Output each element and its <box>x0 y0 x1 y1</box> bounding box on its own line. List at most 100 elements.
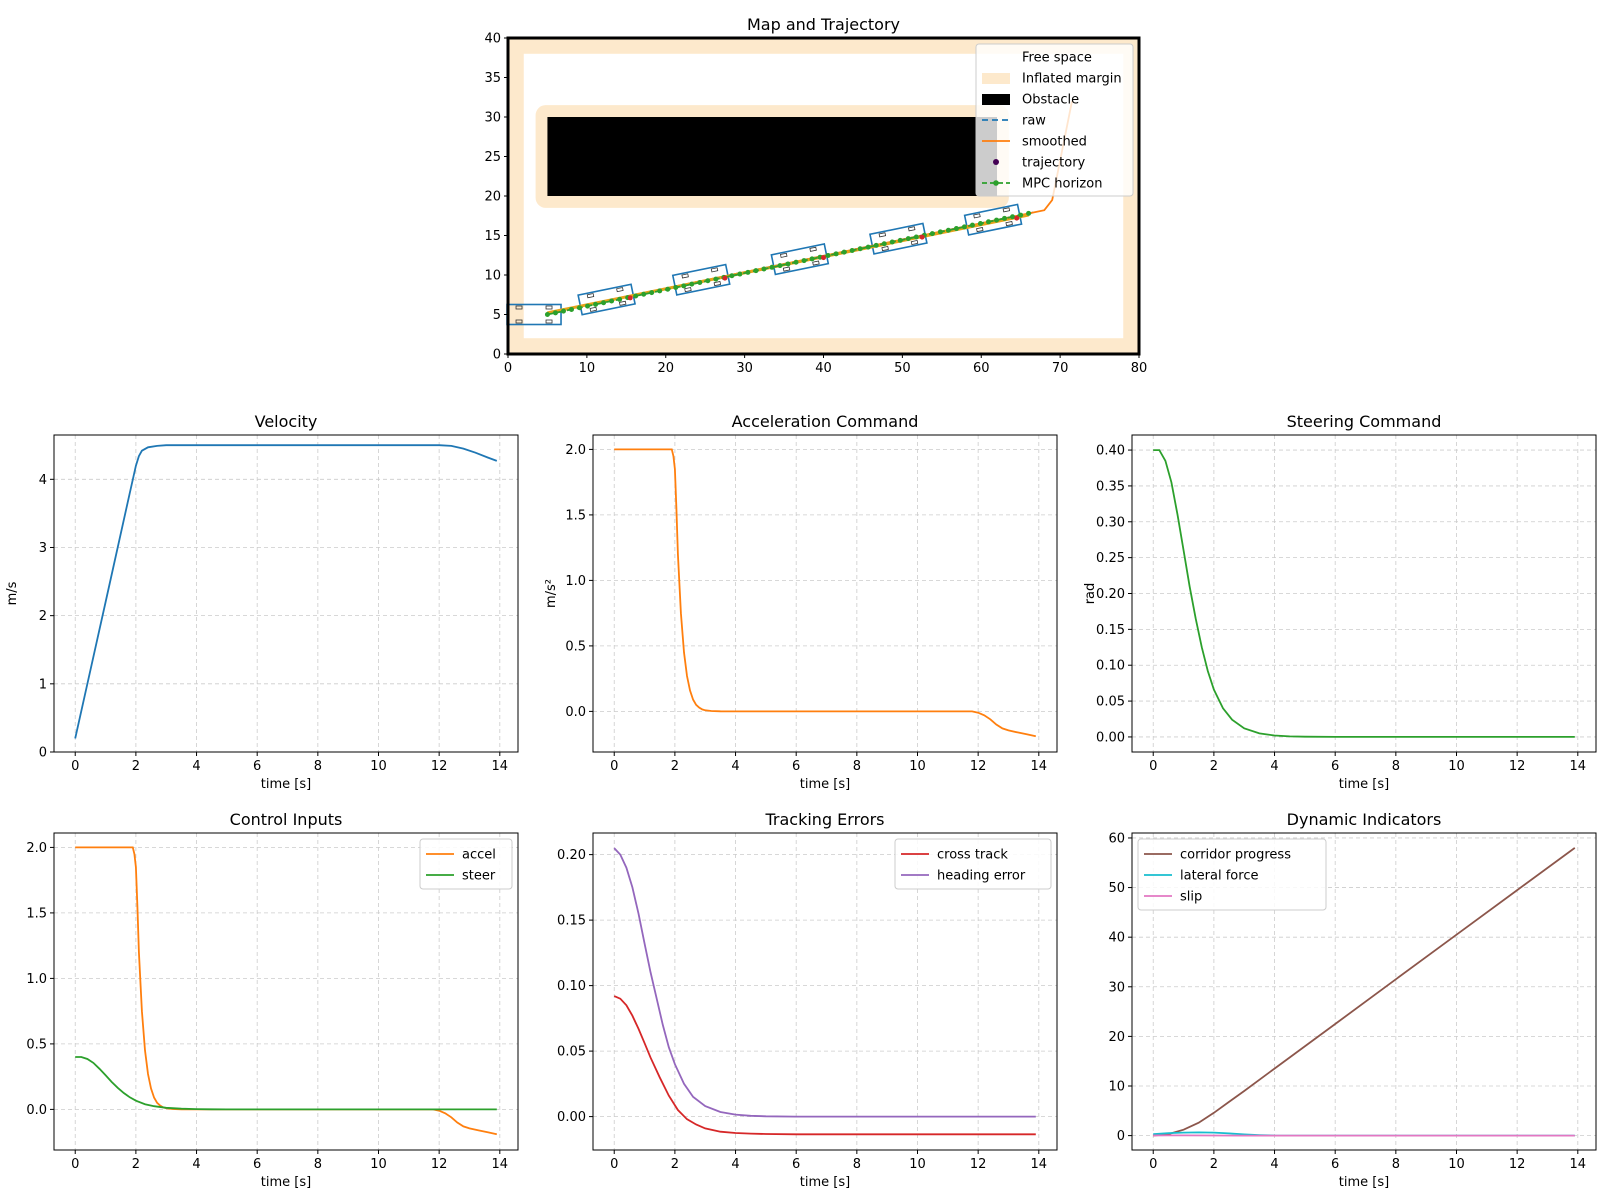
y-tick-label: 0.0 <box>565 705 586 720</box>
vehicle-wheel <box>681 273 689 279</box>
mpc-point <box>873 242 879 248</box>
y-tick-label: 3 <box>39 541 47 556</box>
x-tick-label: 0 <box>504 361 512 376</box>
mpc-point <box>897 237 903 243</box>
y-tick-label: 0.05 <box>557 1045 586 1060</box>
legend-label: corridor progress <box>1180 848 1291 863</box>
y-tick-label: 0.05 <box>1096 695 1125 710</box>
y-tick-label: 0 <box>493 348 501 363</box>
x-tick-label: 10 <box>370 759 387 774</box>
vehicle-wheel <box>545 305 553 310</box>
mpc-point <box>905 236 911 242</box>
x-tick-label: 6 <box>253 759 261 774</box>
chart-map: Map and Trajectory 0 10 20 30 40 50 60 70 80 0 5 10 1… <box>484 15 1147 376</box>
mpc-point <box>1026 210 1032 216</box>
mpc-point <box>633 293 639 299</box>
mpc-point <box>544 312 550 317</box>
mpc-point <box>865 244 871 250</box>
mpc-point <box>745 269 751 275</box>
mpc-point <box>857 246 863 252</box>
mpc-point <box>713 276 719 282</box>
mpc-point <box>689 281 695 287</box>
y-tick-label: 35 <box>484 71 501 86</box>
y-axis-label: m/s² <box>544 579 559 608</box>
x-tick-label: 0 <box>71 1157 79 1172</box>
vehicle-wheel <box>710 267 719 273</box>
mpc-point <box>793 259 799 265</box>
y-tick-label: 4 <box>39 473 47 488</box>
mpc-point <box>969 222 975 228</box>
mpc-point <box>977 220 983 226</box>
y-tick-label: 2.0 <box>565 443 586 458</box>
y-tick-label: 1.5 <box>565 508 586 523</box>
mpc-point <box>649 290 655 296</box>
mpc-point <box>705 278 711 284</box>
obstacle <box>547 117 998 196</box>
x-tick-label: 14 <box>1570 759 1587 774</box>
axes-frame <box>592 434 1058 753</box>
x-tick-label: 0 <box>71 759 79 774</box>
mpc-point <box>881 241 887 247</box>
vehicle-body <box>671 263 731 296</box>
chart-title: Acceleration Command <box>732 412 919 431</box>
y-tick-label: 0 <box>39 746 47 761</box>
x-tick-label: 4 <box>731 759 739 774</box>
y-tick-label: 0.0 <box>26 1103 47 1118</box>
x-tick-label: 6 <box>253 1157 261 1172</box>
vehicle-wheel <box>515 305 523 310</box>
x-axis-label: time [s] <box>261 1175 311 1190</box>
x-tick-label: 8 <box>1392 1157 1400 1172</box>
y-tick-label: 0.15 <box>557 914 586 929</box>
y-axis-label: m/s <box>5 581 20 605</box>
vehicle-wheel <box>618 300 627 306</box>
x-tick-label: 4 <box>731 1157 739 1172</box>
chart-tracking: Tracking Errors 0 2 4 6 8 10 12 14 0.00 0.05 0.10 0.… <box>557 810 1058 1190</box>
vehicle-wheel <box>616 287 624 293</box>
mpc-point <box>609 298 615 304</box>
vehicle-wheel <box>780 252 788 258</box>
y-tick-label: 40 <box>1108 931 1125 946</box>
mpc-point <box>769 264 775 270</box>
y-tick-label: 2 <box>39 609 47 624</box>
mpc-point <box>929 231 935 237</box>
series-line-heading-error <box>613 847 1036 1118</box>
mpc-point <box>681 283 687 289</box>
series-line-steer <box>75 1056 497 1111</box>
series-line-accel <box>75 846 497 1136</box>
vehicle-wheel <box>812 260 820 266</box>
x-axis-label: time [s] <box>261 777 311 792</box>
y-tick-label: 0.00 <box>1096 730 1125 745</box>
y-tick-label: 2.0 <box>26 841 47 856</box>
legend-label: Free space <box>1022 51 1092 66</box>
mpc-point <box>593 301 599 307</box>
axes-frame <box>1131 832 1597 1151</box>
chart-title: Velocity <box>255 412 318 431</box>
vehicle-wheel <box>515 319 523 324</box>
x-tick-label: 4 <box>1270 759 1278 774</box>
x-tick-label: 12 <box>970 759 987 774</box>
legend: corridor progress lateral force slip <box>1137 838 1327 911</box>
x-tick-label: 50 <box>894 361 911 376</box>
x-tick-label: 8 <box>314 1157 322 1172</box>
mpc-point <box>785 261 791 267</box>
x-tick-label: 30 <box>736 361 753 376</box>
x-tick-label: 10 <box>579 361 596 376</box>
x-tick-label: 10 <box>1448 759 1465 774</box>
series-line <box>1153 449 1575 738</box>
vehicle-wheel <box>881 245 889 252</box>
x-tick-label: 0 <box>610 759 618 774</box>
mpc-point <box>777 263 783 269</box>
mpc-point <box>913 234 919 240</box>
x-tick-label: 2 <box>1210 1157 1218 1172</box>
mpc-point <box>577 305 583 311</box>
y-tick-label: 0.20 <box>1096 587 1125 602</box>
x-tick-label: 12 <box>1509 759 1526 774</box>
legend-label: heading error <box>937 869 1026 884</box>
mpc-point <box>641 291 647 297</box>
trajectory-point <box>627 295 633 301</box>
legend-label: raw <box>1022 114 1046 129</box>
legend-swatch <box>982 73 1010 84</box>
x-tick-label: 4 <box>1270 1157 1278 1172</box>
legend-swatch <box>993 159 999 165</box>
mpc-point <box>953 226 959 232</box>
